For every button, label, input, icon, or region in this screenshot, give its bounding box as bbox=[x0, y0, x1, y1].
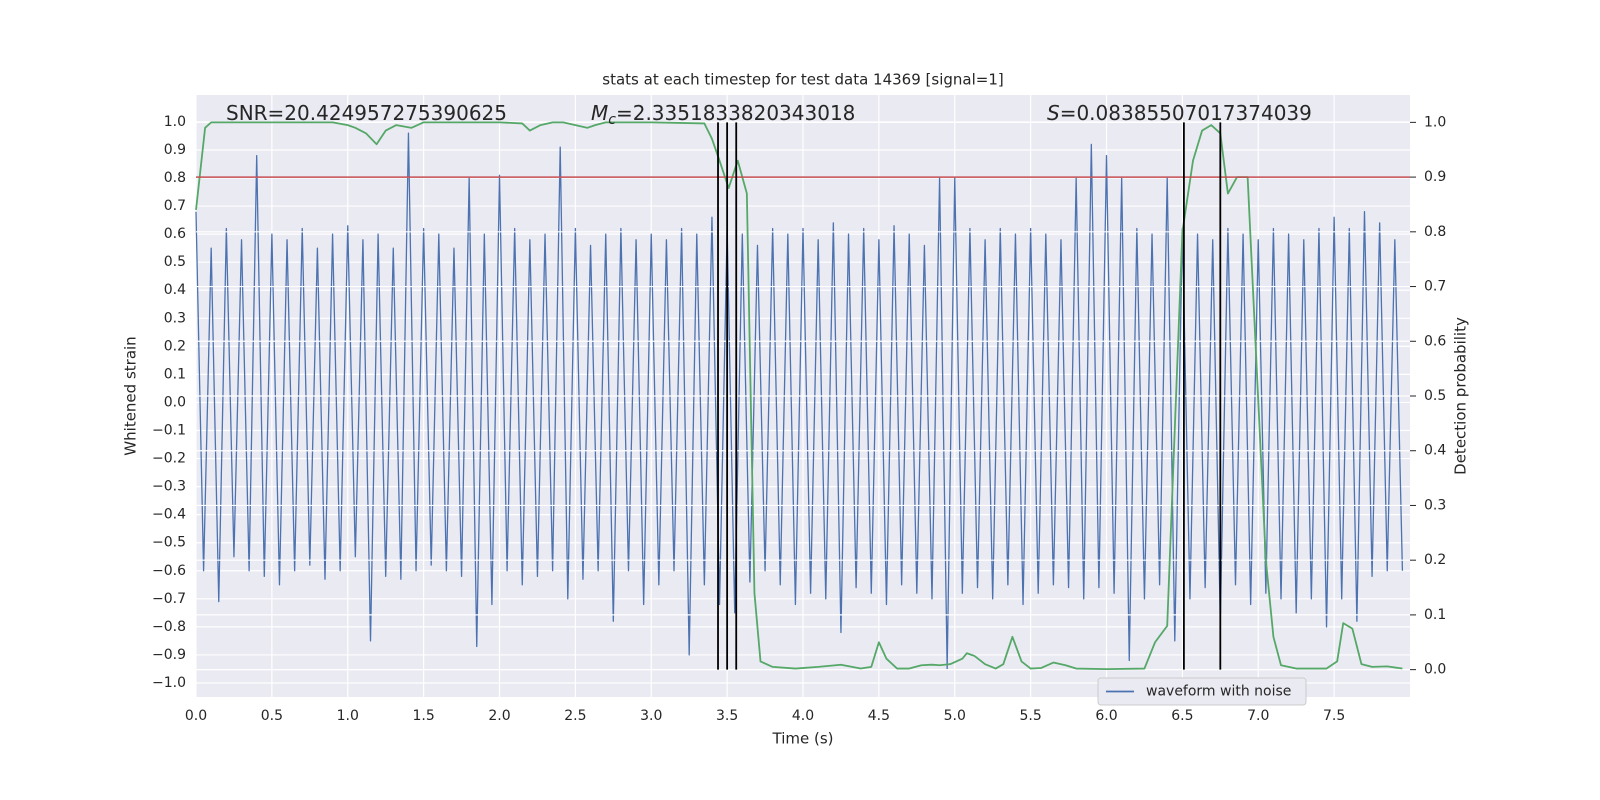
x-tick-label: 6.5 bbox=[1171, 708, 1193, 724]
x-tick-label: 4.5 bbox=[868, 708, 890, 724]
annotation: S=0.08385507017374039 bbox=[1047, 101, 1312, 125]
x-tick-label: 2.0 bbox=[488, 708, 510, 724]
annotation-subscript: c bbox=[608, 112, 616, 128]
y-tick-label: −0.1 bbox=[152, 423, 186, 439]
y2-tick-label: 0.9 bbox=[1424, 169, 1446, 185]
x-tick-label: 5.5 bbox=[1019, 708, 1041, 724]
y2-tick-label: 0.7 bbox=[1424, 279, 1446, 295]
y2-tick-label: 0.0 bbox=[1424, 662, 1446, 678]
annotation-symbol: S bbox=[1047, 101, 1060, 125]
x-tick-label: 7.5 bbox=[1323, 708, 1345, 724]
y2-tick-label: 0.4 bbox=[1424, 443, 1446, 459]
y2-axis-label: Detection probability bbox=[1452, 317, 1470, 475]
x-tick-label: 7.0 bbox=[1247, 708, 1269, 724]
x-tick-label: 4.0 bbox=[792, 708, 814, 724]
annotation-text: =0.08385507017374039 bbox=[1060, 101, 1312, 125]
y-tick-label: −0.8 bbox=[152, 619, 186, 635]
over-layer bbox=[195, 121, 1410, 671]
x-axis-label: Time (s) bbox=[772, 730, 834, 748]
x-tick-label: 2.5 bbox=[564, 708, 586, 724]
y-tick-label: 0.8 bbox=[164, 170, 186, 186]
y-tick-label: 0.5 bbox=[164, 254, 186, 270]
x-tick-label: 3.0 bbox=[640, 708, 662, 724]
x-tick-label: 1.5 bbox=[412, 708, 434, 724]
series-line bbox=[195, 132, 1404, 670]
y2-tick-label: 0.8 bbox=[1424, 224, 1446, 240]
y-axis-label: Whitened strain bbox=[122, 336, 140, 455]
y-tick-label: 0.4 bbox=[164, 282, 186, 298]
y-tick-label: 0.9 bbox=[164, 142, 186, 158]
annotation-text: SNR=20.424957275390625 bbox=[226, 101, 507, 125]
y2-tick-label: 1.0 bbox=[1424, 114, 1446, 130]
y-tick-label: −0.4 bbox=[152, 507, 186, 523]
annotation-text: =2.3351833820343018 bbox=[616, 101, 855, 125]
y-tick-label: 0.0 bbox=[164, 394, 186, 410]
x-tick-label: 0.5 bbox=[261, 708, 283, 724]
x-tick-label: 3.5 bbox=[716, 708, 738, 724]
y-tick-label: 0.6 bbox=[164, 226, 186, 242]
y2-tick-label: 0.5 bbox=[1424, 388, 1446, 404]
x-tick-label: 0.0 bbox=[185, 708, 207, 724]
series-line bbox=[195, 121, 1403, 670]
y-tick-label: −0.2 bbox=[152, 451, 186, 467]
y-tick-label: −1.0 bbox=[152, 675, 186, 691]
y-tick-label: 0.3 bbox=[164, 310, 186, 326]
y-tick-label: 0.1 bbox=[164, 366, 186, 382]
legend-box bbox=[1097, 677, 1307, 706]
y2-tick-label: 0.2 bbox=[1424, 552, 1446, 568]
chart-title: stats at each timestep for test data 143… bbox=[602, 71, 1003, 89]
y-tick-label: −0.9 bbox=[152, 647, 186, 663]
legend: waveform with noise bbox=[1097, 677, 1307, 706]
x-tick-label: 1.0 bbox=[337, 708, 359, 724]
y2-tick-label: 0.6 bbox=[1424, 333, 1446, 349]
y2-tick-label: 0.1 bbox=[1424, 607, 1446, 623]
x-tick-label: 5.0 bbox=[944, 708, 966, 724]
y2-tick-label: 0.3 bbox=[1424, 497, 1446, 513]
legend-label: waveform with noise bbox=[1146, 684, 1291, 700]
y-tick-label: −0.7 bbox=[152, 591, 186, 607]
y-tick-label: −0.3 bbox=[152, 479, 186, 495]
annotation-symbol: M bbox=[591, 101, 608, 125]
y-tick-label: −0.5 bbox=[152, 535, 186, 551]
y-tick-label: 0.7 bbox=[164, 198, 186, 214]
annotation: Mc=2.3351833820343018 bbox=[591, 101, 855, 129]
y-tick-label: 1.0 bbox=[164, 114, 186, 130]
x-tick-label: 6.0 bbox=[1095, 708, 1117, 724]
annotation: SNR=20.424957275390625 bbox=[226, 101, 507, 125]
y-tick-label: −0.6 bbox=[152, 563, 186, 579]
y-tick-label: 0.2 bbox=[164, 338, 186, 354]
